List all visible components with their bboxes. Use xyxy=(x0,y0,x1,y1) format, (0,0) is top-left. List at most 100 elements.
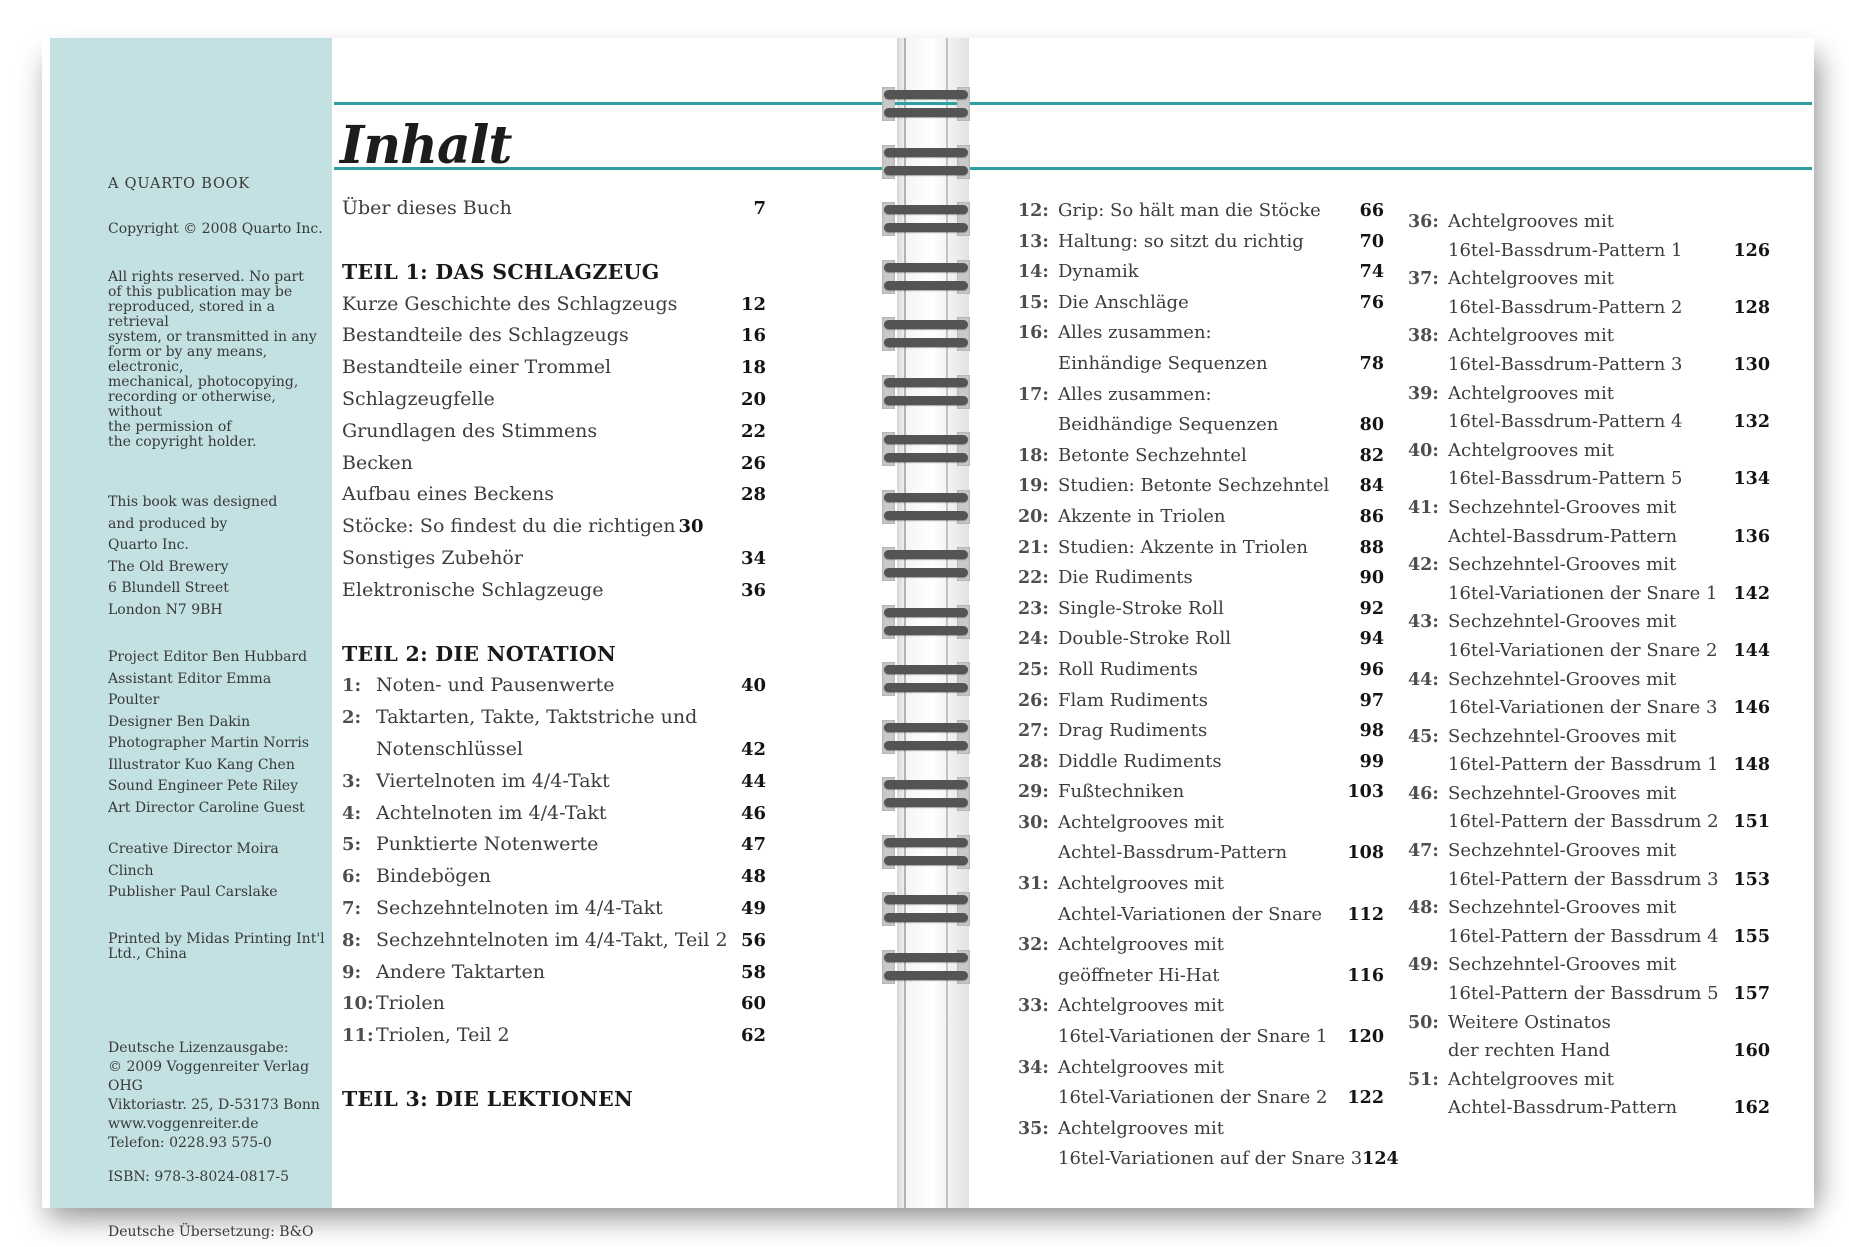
toc-entry-number: 29: xyxy=(1018,782,1049,803)
toc-entry-line: 33: Achtelgrooves mit xyxy=(1018,991,1384,1022)
toc-page-number: 99 xyxy=(1359,751,1384,772)
toc-entry-line: 2: Taktarten, Takte, Taktstriche und xyxy=(342,702,766,734)
colophon-block: This book was designed and produced by Qua… xyxy=(108,492,326,621)
toc-entry-title: Diddle Rudiments xyxy=(1058,750,1222,772)
colophon-text-line: recording or otherwise, without xyxy=(108,389,276,420)
toc-entry: 2: Taktarten, Takte, Taktstriche und Noten… xyxy=(342,702,766,766)
toc-entry: 40: Achtelgrooves mit 16tel-Bassdrum-Patte… xyxy=(1408,437,1770,494)
spiral-coil xyxy=(882,833,970,871)
toc-entry-line: 42: Sechzehntel-Grooves mit xyxy=(1408,551,1770,580)
toc-entry-number: 24: xyxy=(1018,629,1049,650)
toc-entry-number xyxy=(1018,410,1058,441)
toc-entry: 28: Diddle Rudiments 99 xyxy=(1018,747,1384,778)
toc-entry: 23: Single-Stroke Roll 92 xyxy=(1018,594,1384,625)
coil-wire-bottom xyxy=(884,280,968,290)
colophon-text-line: and produced by xyxy=(108,515,228,532)
colophon-text-line: Photographer Martin Norris xyxy=(108,735,309,751)
colophon-block: Creative Director Moira Clinch Publisher … xyxy=(108,839,326,904)
toc-entry: 51: Achtelgrooves mit Achtel-Bassdrum-Patt… xyxy=(1408,1066,1770,1123)
toc-page-number: 46 xyxy=(740,802,766,824)
toc-entry-title: Achtelgrooves mit xyxy=(1058,1117,1224,1139)
toc-right-column-2: 36: Achtelgrooves mit 16tel-Bassdrum-Patte… xyxy=(1408,208,1770,1123)
toc-entry-line: 32: Achtelgrooves mit xyxy=(1018,930,1384,961)
colophon-block: All rights reserved. No part of this publ… xyxy=(108,270,326,450)
toc-entry: 45: Sechzehntel-Grooves mit 16tel-Pattern … xyxy=(1408,723,1770,780)
toc-entry-number xyxy=(1408,1037,1448,1066)
toc-entry-title: 16tel-Variationen der Snare 1 xyxy=(1448,582,1718,604)
toc-page-number: 151 xyxy=(1733,812,1770,833)
coil-wire-bottom xyxy=(884,798,968,807)
toc-entry-line: 16tel-Pattern der Bassdrum 3 153 xyxy=(1408,866,1770,895)
coil-wire-top xyxy=(884,895,968,904)
coil-wire-top xyxy=(884,435,968,444)
toc-page-number: 148 xyxy=(1733,755,1770,776)
colophon-text-line: of this publication may be xyxy=(108,284,293,300)
toc-entry-title: Sechzehntel-Grooves mit xyxy=(1448,668,1677,690)
toc-entry-line: 16tel-Bassdrum-Pattern 3 130 xyxy=(1408,351,1770,380)
toc-entry: 14: Dynamik 74 xyxy=(1018,257,1384,288)
toc-entry-line: 17: Alles zusammen: xyxy=(1018,380,1384,411)
coil-wire-bottom xyxy=(884,568,968,577)
toc-entry: 20: Akzente in Triolen 86 xyxy=(1018,502,1384,533)
toc-entry-line: 38: Achtelgrooves mit xyxy=(1408,322,1770,351)
toc-entry-title: Bindebögen xyxy=(376,865,491,888)
toc-entry-line: 22: Die Rudiments 90 xyxy=(1018,563,1384,594)
toc-entry-line: 21: Studien: Akzente in Triolen 88 xyxy=(1018,533,1384,564)
toc-entry-title: 16tel-Bassdrum-Pattern 1 xyxy=(1448,239,1683,261)
toc-page-number: 146 xyxy=(1733,698,1770,719)
colophon-text-line: www.voggenreiter.de xyxy=(108,1115,259,1132)
toc-entry-number xyxy=(1408,808,1448,837)
toc-entry-line: 9: Andere Taktarten 58 xyxy=(342,957,766,989)
spiral-coil xyxy=(882,143,970,181)
toc-page-number: 130 xyxy=(1733,354,1770,375)
toc-entry-title: Achtel-Variationen der Snare xyxy=(1058,903,1323,925)
toc-entry-line: 51: Achtelgrooves mit xyxy=(1408,1066,1770,1095)
toc-entry-number xyxy=(1018,1022,1058,1053)
coil-wire-top xyxy=(884,607,968,617)
toc-entry: Schlagzeugfelle 20 xyxy=(342,384,766,416)
toc-entry-title: 16tel-Bassdrum-Pattern 2 xyxy=(1448,296,1683,318)
colophon-text-line: London N7 9BH xyxy=(108,601,223,618)
toc-entry-line: 16tel-Variationen der Snare 1 142 xyxy=(1408,580,1770,609)
toc-entry-line: 10: Triolen 60 xyxy=(342,988,766,1020)
colophon-text-line: A QUARTO BOOK xyxy=(108,176,250,192)
toc-entry-title: Beidhändige Sequenzen xyxy=(1058,414,1279,436)
toc-entry-line: 35: Achtelgrooves mit xyxy=(1018,1114,1384,1145)
toc-entry: 50: Weitere Ostinatos der rechten Hand 160 xyxy=(1408,1009,1770,1066)
toc-page-number: 44 xyxy=(740,770,766,792)
toc-page-number: 80 xyxy=(1359,415,1384,436)
toc-entry-title: Achtelgrooves mit xyxy=(1058,811,1224,833)
toc-entry-line: 16tel-Bassdrum-Pattern 5 134 xyxy=(1408,465,1770,494)
colophon-text-line: Ltd., China xyxy=(108,945,187,962)
toc-entry-line: 40: Achtelgrooves mit xyxy=(1408,437,1770,466)
toc-entry-title: Die Rudiments xyxy=(1058,567,1193,589)
toc-section-header: TEIL 3: DIE LEKTIONEN xyxy=(342,1086,634,1111)
toc-section-header: TEIL 1: DAS SCHLAGZEUG xyxy=(342,259,660,284)
toc-entry-title: Andere Taktarten xyxy=(376,960,545,983)
colophon-text-line: Telefon: 0228.93 575-0 xyxy=(108,1134,272,1151)
toc-entry-number: 42: xyxy=(1408,555,1439,576)
toc-entry: Becken 26 xyxy=(342,448,766,480)
toc-entry-line: 16tel-Pattern der Bassdrum 2 151 xyxy=(1408,808,1770,837)
toc-entry-number: 7: xyxy=(342,897,362,919)
toc-entry-title: geöffneter Hi-Hat xyxy=(1058,964,1220,986)
toc-entry-line: Grundlagen des Stimmens 22 xyxy=(342,416,766,448)
toc-entry-line: Achtel-Bassdrum-Pattern 162 xyxy=(1408,1094,1770,1123)
toc-entry-line: 16tel-Variationen der Snare 2 122 xyxy=(1018,1083,1384,1114)
toc-entry-title: Achtelgrooves mit xyxy=(1448,382,1614,404)
toc-entry: 27: Drag Rudiments 98 xyxy=(1018,716,1384,747)
toc-entry-number: 12: xyxy=(1018,201,1049,221)
toc-page-number: 120 xyxy=(1347,1027,1384,1048)
toc-entry-line: Achtel-Bassdrum-Pattern 108 xyxy=(1018,838,1384,869)
toc-entry-number xyxy=(1408,351,1448,380)
toc-entry: 42: Sechzehntel-Grooves mit 16tel-Variatio… xyxy=(1408,551,1770,608)
toc-entry-title: Akzente in Triolen xyxy=(1058,505,1226,527)
toc-entry-line: 16tel-Pattern der Bassdrum 5 157 xyxy=(1408,980,1770,1009)
toc-entry-title: der rechten Hand xyxy=(1448,1040,1611,1062)
toc-entry-line: 14: Dynamik 74 xyxy=(1018,257,1384,288)
coil-wire-bottom xyxy=(884,510,968,520)
toc-entry-number xyxy=(1018,838,1058,869)
toc-entry-line: 16tel-Bassdrum-Pattern 1 126 xyxy=(1408,237,1770,266)
toc-entry-line: 47: Sechzehntel-Grooves mit xyxy=(1408,837,1770,866)
toc-entry-title: Sechzehntelnoten im 4/4-Takt, Teil 2 xyxy=(376,928,728,951)
